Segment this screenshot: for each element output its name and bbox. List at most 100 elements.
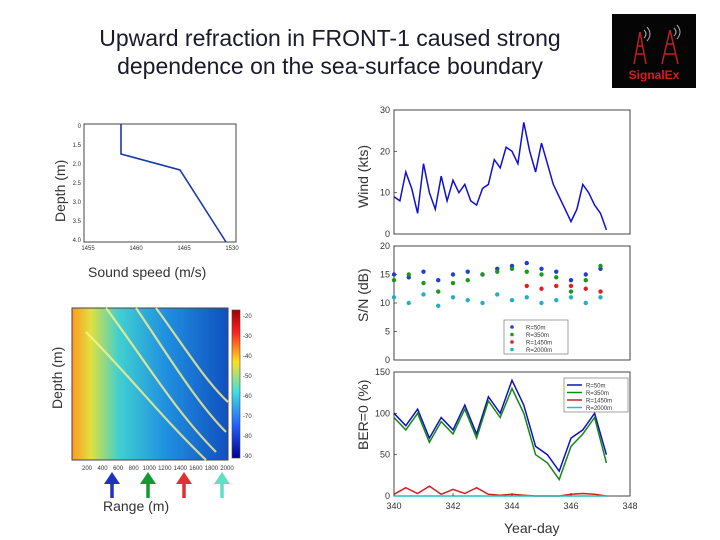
wind-ylabel: Wind (kts) — [355, 145, 371, 208]
x-tick-label: 342 — [445, 501, 460, 511]
scatter-point — [568, 283, 574, 289]
y-tick-label: 0 — [385, 229, 390, 239]
sn-ylabel: S/N (dB) — [355, 268, 371, 322]
legend-label: R=2000m — [586, 406, 612, 412]
y-tick-label: 15 — [380, 270, 390, 280]
scatter-point — [495, 269, 500, 274]
sound-speed-x-ticks: 1455 1460 1465 1530 — [81, 246, 239, 252]
scatter-point — [406, 300, 411, 306]
scatter-point — [421, 269, 426, 274]
transmission-x-tick: 800 — [129, 466, 140, 472]
legend-marker — [510, 340, 514, 344]
sound-speed-ylabel: Depth (m) — [52, 159, 68, 222]
logo-antenna-icon — [633, 24, 681, 65]
scatter-point — [583, 286, 588, 291]
sound-speed-x-tick: 1530 — [225, 246, 239, 252]
sound-speed-x-tick: 1465 — [177, 246, 191, 252]
scatter-point — [495, 292, 500, 297]
sound-speed-x-tick: 1460 — [129, 246, 143, 252]
scatter-point — [583, 272, 588, 277]
legend-label: R=50m — [586, 384, 606, 390]
sound-speed-y-ticks: 0 1.5 2.0 2.5 3.0 3.5 4.0 — [73, 124, 82, 244]
scatter-point — [436, 278, 441, 283]
scatter-point — [554, 297, 559, 303]
scatter-point — [436, 289, 441, 294]
transmission-x-tick: 600 — [113, 466, 124, 472]
panel-axes — [393, 109, 631, 235]
y-tick-label: 150 — [375, 367, 390, 377]
legend-label: R=1450m — [526, 341, 552, 347]
transmission-x-ticks: 200 400 600 800 1000 1200 1400 1600 1800 2000 — [82, 466, 234, 472]
scatter-point — [598, 295, 603, 300]
legend-marker — [510, 325, 514, 329]
slide-title: Upward refraction in FRONT-1 caused stro… — [60, 24, 600, 80]
colorbar-tick: -20 — [243, 314, 252, 320]
scatter-point — [554, 283, 559, 289]
scatter-point — [524, 295, 529, 300]
transmission-rays — [85, 307, 229, 461]
scatter-point — [539, 286, 544, 291]
y-tick-label: 20 — [380, 241, 390, 251]
transmission-x-tick: 400 — [98, 466, 109, 472]
scatter-point — [450, 295, 456, 300]
sound-speed-axes — [83, 123, 237, 243]
transmission-field — [71, 307, 229, 461]
y-tick-label: 100 — [375, 408, 390, 418]
transmission-xlabel: Range (m) — [103, 498, 170, 514]
scatter-point — [568, 295, 574, 300]
sound-speed-y-tick: 1.5 — [73, 143, 82, 149]
sound-speed-y-tick: 0 — [78, 124, 82, 130]
legend-box — [563, 377, 629, 413]
sound-speed-y-tick: 2.5 — [73, 181, 82, 187]
scatter-point — [406, 272, 411, 277]
scatter-point — [583, 300, 588, 306]
colorbar-tick: -90 — [243, 454, 252, 460]
sound-speed-x-tick: 1455 — [81, 246, 95, 252]
x-tick-label: 348 — [622, 501, 637, 511]
legend-label: R=350m — [586, 391, 609, 397]
logo-text: SignalEx — [628, 68, 680, 82]
legend-marker — [510, 332, 514, 337]
transmission-loss-plot: -20 -30 -40 -50 -60 -70 -80 -90 200 400 600 800 100… — [71, 307, 252, 472]
scatter-point — [421, 292, 426, 297]
scatter-point — [465, 269, 470, 274]
scatter-point — [421, 280, 426, 286]
scatter-point — [391, 295, 397, 300]
y-tick-label: 0 — [385, 491, 390, 501]
y-tick-label: 10 — [380, 188, 390, 198]
colorbar-tick: -50 — [243, 374, 252, 380]
y-tick-label: 5 — [385, 327, 390, 337]
series-line — [393, 122, 608, 231]
time-series-plots: 302010020151050R=50mR=350mR=1450mR=2000m… — [375, 105, 638, 511]
scatter-point — [465, 278, 470, 283]
sound-speed-profile-plot: 0 1.5 2.0 2.5 3.0 3.5 4.0 1455 1460 1465 1530 — [73, 123, 239, 252]
legend-marker — [510, 347, 514, 352]
time-series-panel-1: 30 20 10 0 — [380, 105, 631, 239]
y-tick-label: 0 — [385, 355, 390, 365]
series-line — [393, 378, 608, 473]
scatter-point — [524, 283, 529, 289]
colorbar-tick: -60 — [243, 394, 252, 400]
transmission-ylabel: Depth (m) — [49, 346, 65, 409]
transmission-x-tick: 200 — [82, 466, 93, 472]
scatter-point — [465, 297, 470, 303]
scatter-point — [554, 269, 559, 274]
scatter-point — [509, 297, 515, 303]
transmission-x-tick: 1800 — [205, 466, 219, 472]
scatter-point — [539, 272, 544, 277]
scatter-point — [436, 303, 441, 309]
series-line — [393, 386, 608, 482]
legend-box — [503, 319, 569, 355]
colorbar-tick: -80 — [243, 434, 252, 440]
sound-speed-y-tick: 3.5 — [73, 219, 82, 225]
scatter-point — [509, 266, 515, 271]
colorbar-tick: -40 — [243, 354, 252, 360]
title-line-1: Upward refraction in FRONT-1 caused stro… — [99, 25, 561, 51]
y-tick-label: 20 — [380, 146, 390, 156]
legend-label: R=1450m — [586, 399, 612, 405]
sound-speed-y-tick: 3.0 — [73, 200, 82, 206]
scatter-point — [480, 272, 485, 277]
